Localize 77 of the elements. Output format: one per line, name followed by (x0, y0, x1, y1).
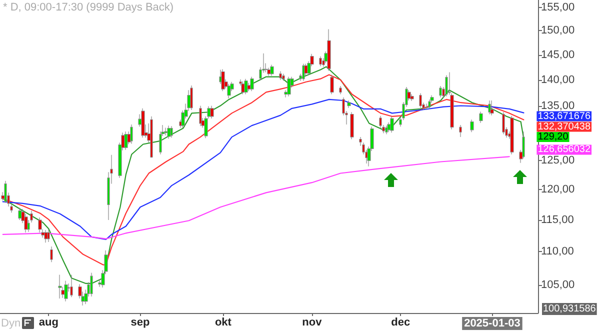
x-tick-label: dec (391, 316, 410, 328)
x-tick-label: okt (214, 316, 232, 328)
x-tick-label: 2025-01-03 (464, 318, 520, 330)
candlestick (479, 111, 483, 124)
candlestick (90, 272, 93, 297)
candlestick (47, 228, 50, 242)
candlestick (50, 246, 53, 262)
candlestick (221, 68, 225, 92)
candlestick (44, 230, 48, 243)
candlestick (488, 100, 491, 115)
candlestick (70, 274, 73, 298)
candlestick (58, 274, 62, 299)
candlestick (522, 131, 525, 159)
candlestick (445, 74, 448, 97)
candlestick (459, 124, 462, 138)
x-tick-label: sep (130, 316, 150, 328)
candlestick (270, 64, 274, 76)
candlestick (199, 105, 202, 126)
y-tick-label: 125,00 (541, 154, 575, 167)
candlestick (502, 112, 505, 135)
line-series (2, 98, 524, 240)
candlestick (419, 92, 422, 108)
candlestick (330, 74, 334, 95)
candlestick (170, 126, 173, 138)
candlestick (244, 78, 248, 95)
candlestick (279, 70, 282, 80)
candlestick (319, 56, 322, 67)
candlestick (150, 116, 153, 158)
y-tick-label: 140,00 (541, 74, 575, 86)
candlestick (470, 119, 474, 132)
y-tick-label: 135,00 (541, 100, 575, 112)
candlestick (167, 125, 171, 140)
candlestick (241, 81, 245, 95)
chart-title: * D, 09:00-17:30 (9999 Days Back) (3, 2, 174, 14)
annotation: 133,671676 (538, 110, 591, 122)
candlestick (439, 86, 442, 98)
candlestick (282, 73, 285, 82)
candlestick (490, 100, 494, 116)
candlestick (287, 76, 291, 97)
candlestick (347, 100, 351, 108)
line-series (2, 156, 510, 240)
annotation: 129,20 (538, 132, 569, 143)
y-tick-label: 150,00 (541, 24, 575, 37)
candlestick (210, 105, 214, 119)
candlestick (385, 125, 388, 135)
y-tick-label: 105,00 (541, 278, 575, 291)
y-tick-label: 115,00 (541, 214, 574, 226)
candlestick (4, 180, 7, 204)
candlestick (250, 76, 254, 92)
candlestick (164, 127, 168, 136)
y-tick-label: 145,00 (541, 48, 575, 61)
candlestick (428, 99, 431, 110)
x-tick-label: nov (302, 316, 323, 328)
candlestick (510, 116, 514, 155)
text: Dyn (1, 318, 21, 330)
x-tick-label: aug (38, 316, 58, 328)
candlestick (425, 103, 428, 110)
candlestick (302, 63, 305, 82)
candlestick (141, 108, 145, 138)
candlestick (327, 28, 331, 72)
annotation: 132,370438 (538, 121, 591, 132)
y-tick-label: 120,00 (541, 184, 575, 196)
candlestick (410, 94, 414, 102)
candlestick (350, 112, 354, 140)
text: 100,931586 (543, 304, 596, 314)
candlestick (390, 116, 394, 133)
candlestick (124, 131, 128, 150)
candlestick (339, 86, 342, 95)
candlestick (64, 280, 68, 302)
y-tick-label: 155,00 (541, 1, 575, 14)
y-tick-label: 110,00 (541, 246, 574, 258)
annotation: 126,656032 (538, 144, 591, 156)
candlestick (227, 84, 231, 99)
candlestick (267, 67, 271, 76)
candlestick (130, 124, 133, 144)
candlestick (18, 207, 22, 220)
candlestick (190, 85, 193, 110)
